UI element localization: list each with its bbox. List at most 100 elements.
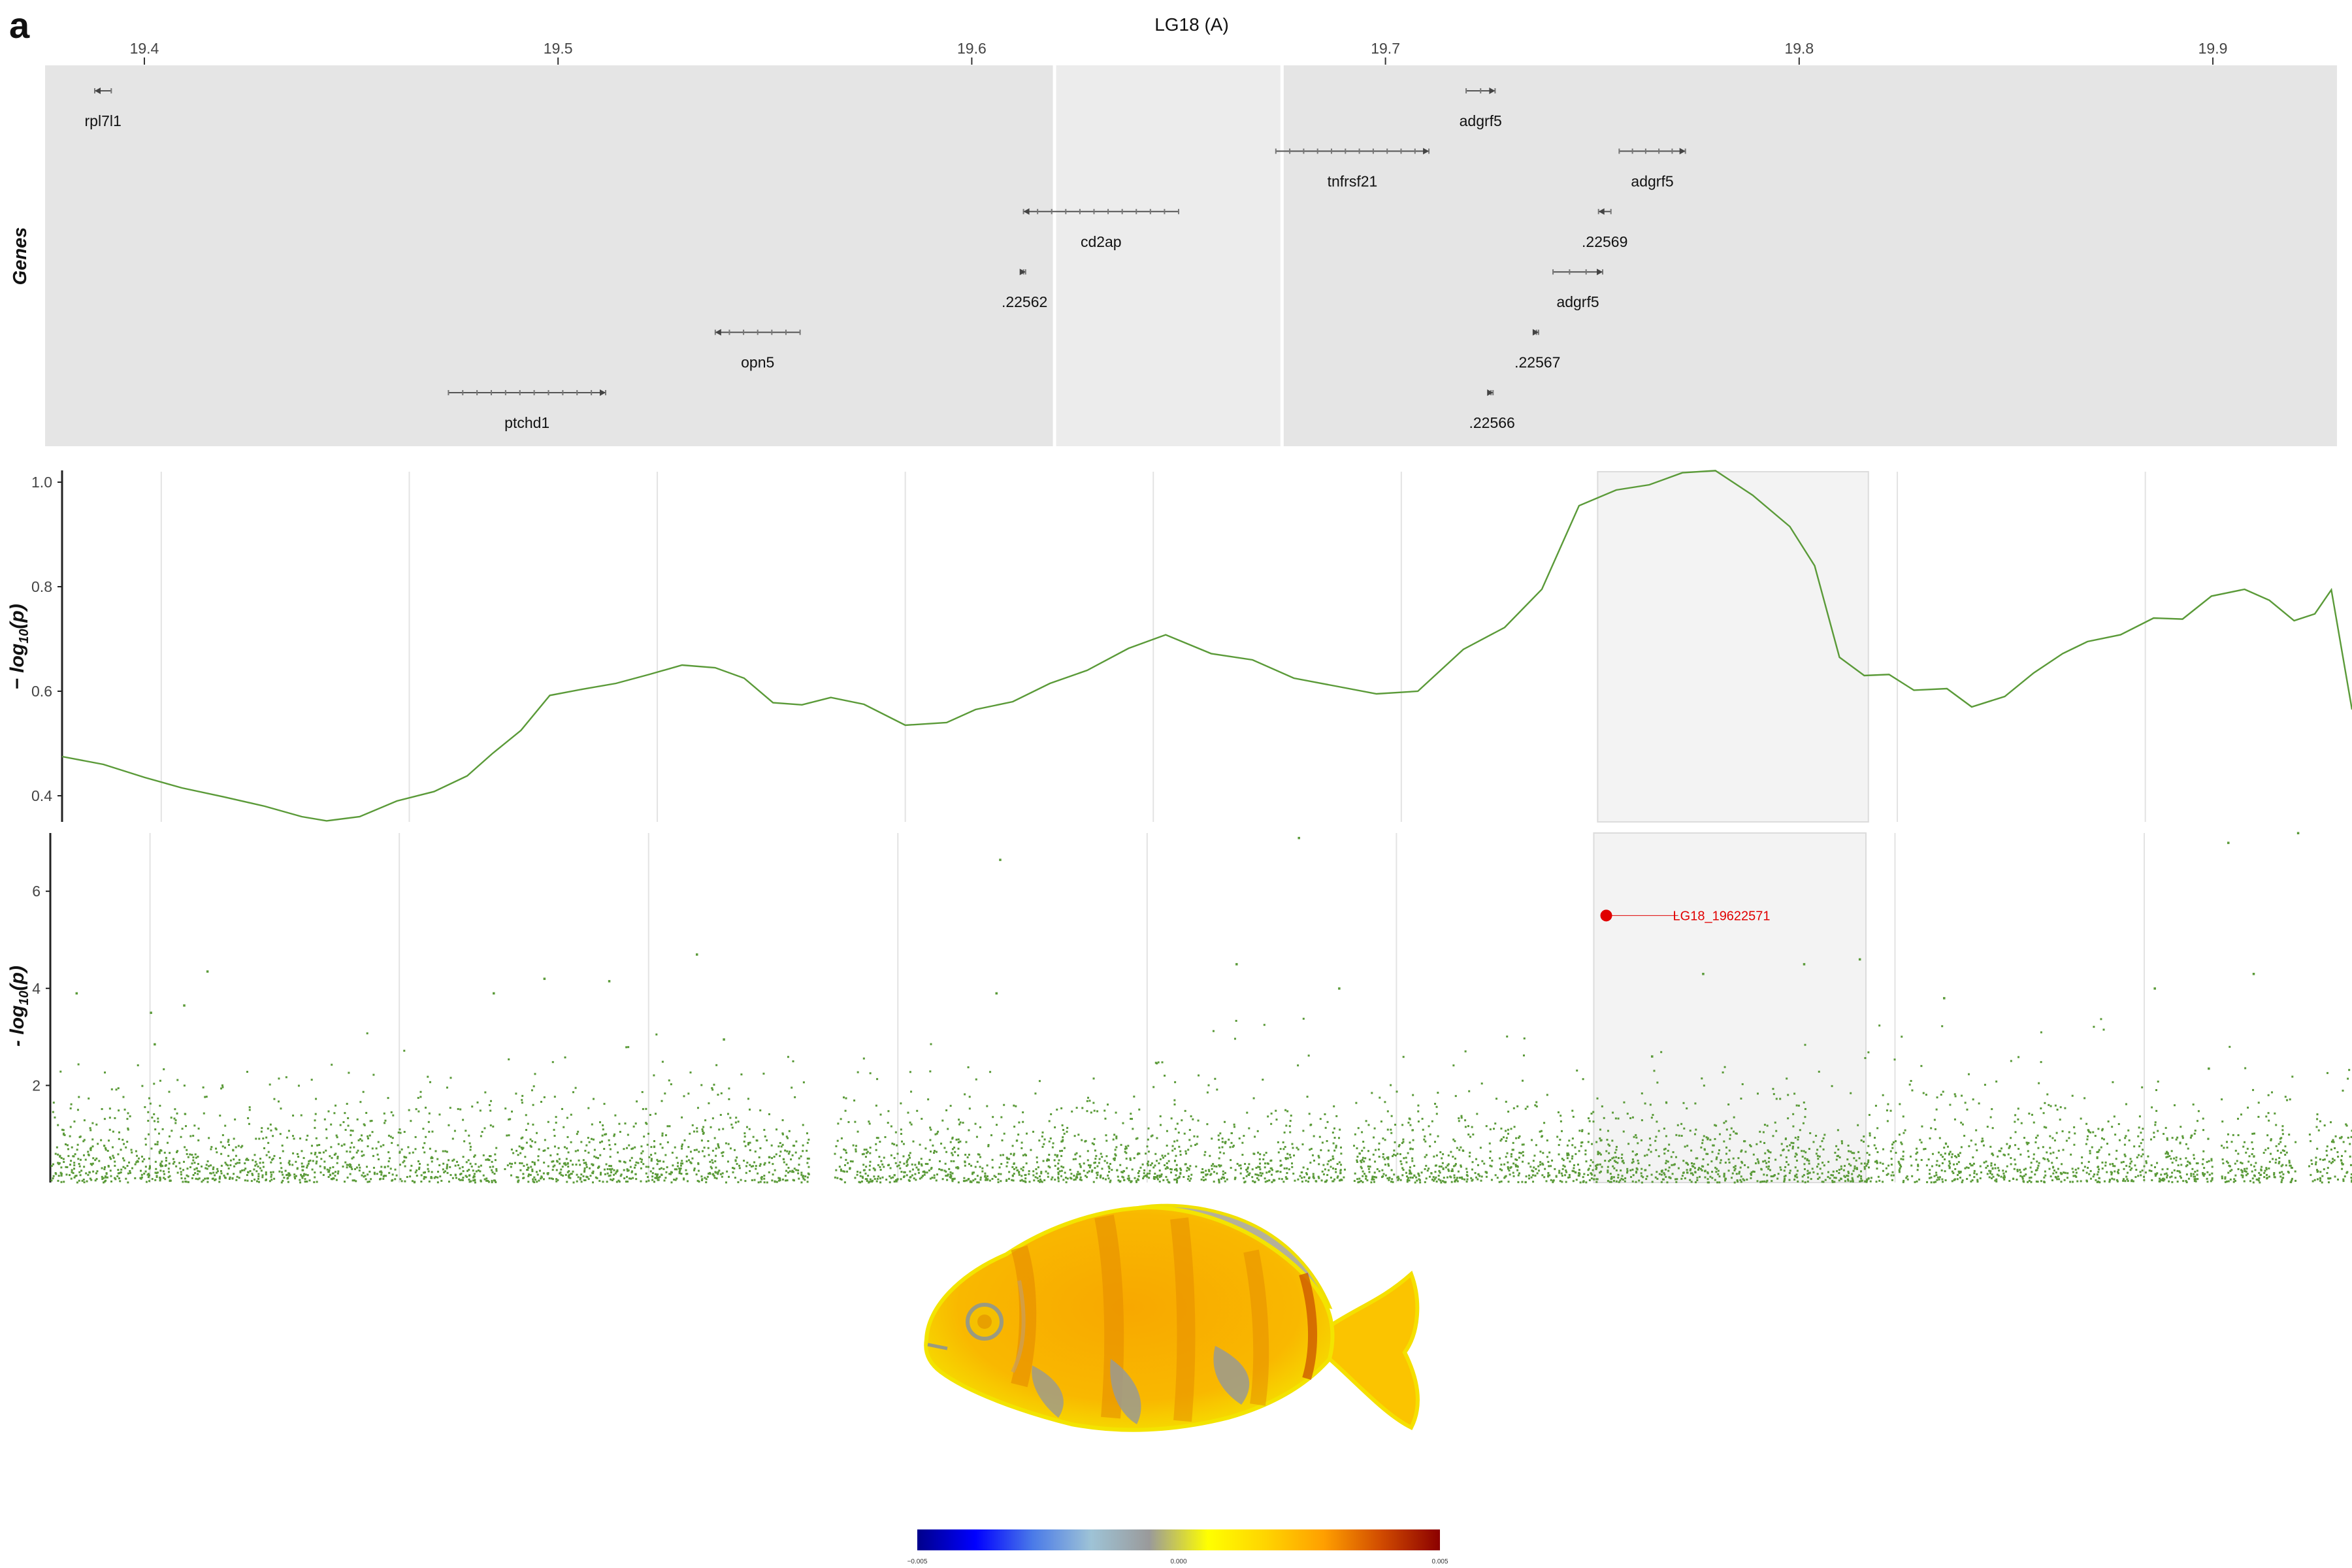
scatter-point [235,1162,237,1165]
scatter-point [903,1171,906,1173]
scatter-point [1667,1149,1669,1152]
scatter-point [1514,1164,1517,1166]
scatter-point [459,1167,461,1169]
scatter-point [1599,1139,1602,1142]
scatter-point [1407,1152,1409,1154]
scatter-point [531,1161,534,1164]
scatter-point [347,1124,350,1127]
scatter-point [126,1165,129,1168]
scatter-point [391,1179,394,1181]
scatter-point [1768,1157,1771,1160]
scatter-point [510,1148,513,1151]
scatter-point [2089,1152,2091,1154]
scatter-point [1047,1172,1049,1175]
scatter-point [1542,1164,1544,1166]
scatter-point [1411,1129,1414,1132]
scatter-point [2071,1168,2074,1170]
scatter-point [1475,1158,1478,1160]
scatter-point [1522,1054,1525,1056]
scatter-point [2253,1165,2255,1168]
scatter-point [693,1149,696,1151]
scatter-point [1831,1174,1834,1177]
scatter-point [1892,1141,1895,1144]
scatter-point [1575,1152,1577,1155]
scatter-point [52,1111,54,1113]
scatter-y-tick-label: 2 [32,1077,41,1094]
scatter-point [2139,1171,2142,1173]
scatter-point [1563,1166,1566,1168]
scatter-point [1122,1176,1124,1179]
scatter-point [1671,1173,1674,1175]
scatter-point [332,1166,335,1168]
scatter-point [2151,1179,2153,1181]
scatter-point [489,1109,492,1112]
scatter-point [336,1157,339,1160]
scatter-point [681,1160,683,1162]
scatter-point [2233,1178,2236,1181]
scatter-point [491,1171,494,1173]
scatter-point [1899,1103,1901,1105]
scatter-point [2035,1180,2038,1183]
scatter-point [1840,1168,1842,1170]
scatter-point [1995,1080,1998,1083]
scatter-point [704,1119,707,1122]
scatter-point [1648,1149,1650,1151]
scatter-point [755,1168,757,1170]
scatter-point [2112,1162,2114,1165]
scatter-point [2034,1141,2037,1143]
scatter-point [351,1179,354,1182]
scatter-point [564,1173,567,1176]
scatter-point [1578,1171,1580,1174]
scatter-point [1902,1155,1904,1158]
scatter-point [587,1107,590,1109]
scatter-point [940,1142,943,1145]
scatter-point [1635,1154,1637,1156]
scatter-point [410,1164,413,1167]
scatter-point [2229,1165,2231,1168]
scatter-point [168,1162,171,1165]
scatter-point [2344,1150,2347,1152]
scatter-point [1132,1128,1134,1130]
scatter-point [775,1153,777,1156]
scatter-point [623,1160,625,1163]
scatter-point [613,1133,616,1135]
scatter-point [1070,1173,1073,1175]
scatter-point [1447,1168,1450,1171]
scatter-point [1259,1171,1262,1174]
scatter-point [521,1094,524,1097]
scatter-point [1718,1133,1721,1135]
scatter-point [73,1176,76,1179]
scatter-point [624,1161,627,1164]
scatter-point [1219,1151,1222,1154]
scatter-point [1691,1172,1693,1175]
scatter-point [1460,1164,1462,1167]
scatter-point [627,1046,630,1049]
scatter-point [806,1162,809,1164]
scatter-point [173,1117,176,1120]
scatter-point [1121,1175,1124,1178]
scatter-point [1435,1181,1438,1183]
scatter-point [561,1107,563,1110]
scatter-point [1451,1168,1454,1171]
scatter-point [1504,1175,1507,1178]
scatter-point [1098,1162,1100,1164]
scatter-point [2323,1168,2325,1171]
scatter-point [1469,1151,1471,1154]
scatter-point [1963,1134,1966,1137]
scatter-point [1184,1150,1187,1152]
scatter-point [291,1164,294,1166]
scatter-point [2127,1129,2130,1132]
scatter-point [120,1168,123,1171]
scatter-point [2142,1153,2144,1156]
scatter-point [700,1175,703,1178]
scatter-point [1382,1156,1384,1158]
scatter-point [747,1141,750,1144]
scatter-point [2166,1152,2169,1155]
scatter-point [605,1163,608,1166]
scatter-point [789,1151,791,1153]
scatter-point [1257,1174,1260,1177]
scatter-point [253,1154,256,1156]
gene-rpl7l1: rpl7l1 [85,88,122,129]
scatter-point [1675,1134,1678,1136]
